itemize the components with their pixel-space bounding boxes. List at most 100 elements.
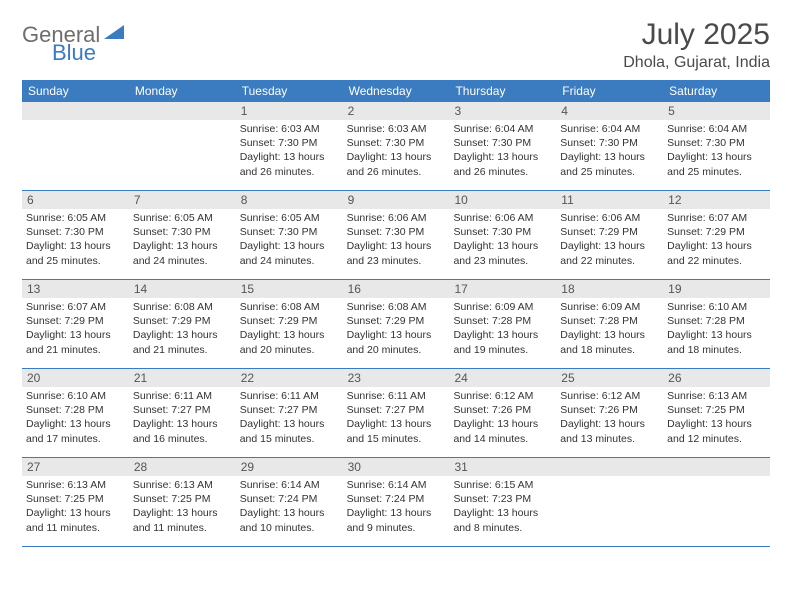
day-content: Sunrise: 6:04 AMSunset: 7:30 PMDaylight:… [663,120,770,181]
sunset-text: Sunset: 7:30 PM [347,136,446,150]
day-number: 4 [556,102,663,120]
sunrise-text: Sunrise: 6:03 AM [240,122,339,136]
day-content: Sunrise: 6:14 AMSunset: 7:24 PMDaylight:… [236,476,343,537]
sunrise-text: Sunrise: 6:08 AM [347,300,446,314]
day-cell: 14Sunrise: 6:08 AMSunset: 7:29 PMDayligh… [129,280,236,368]
day-content: Sunrise: 6:05 AMSunset: 7:30 PMDaylight:… [236,209,343,270]
day-cell: 3Sunrise: 6:04 AMSunset: 7:30 PMDaylight… [449,102,556,190]
day-cell: 2Sunrise: 6:03 AMSunset: 7:30 PMDaylight… [343,102,450,190]
sunrise-text: Sunrise: 6:11 AM [347,389,446,403]
day-number: 3 [449,102,556,120]
daylight-text: Daylight: 13 hours and 22 minutes. [560,239,659,267]
day-cell: 23Sunrise: 6:11 AMSunset: 7:27 PMDayligh… [343,369,450,457]
week-row: 20Sunrise: 6:10 AMSunset: 7:28 PMDayligh… [22,369,770,458]
day-cell: 26Sunrise: 6:13 AMSunset: 7:25 PMDayligh… [663,369,770,457]
empty-number-bar [663,458,770,476]
day-content: Sunrise: 6:06 AMSunset: 7:30 PMDaylight:… [449,209,556,270]
day-number: 11 [556,191,663,209]
day-cell: 29Sunrise: 6:14 AMSunset: 7:24 PMDayligh… [236,458,343,546]
sunrise-text: Sunrise: 6:09 AM [560,300,659,314]
day-content: Sunrise: 6:13 AMSunset: 7:25 PMDaylight:… [129,476,236,537]
day-number: 17 [449,280,556,298]
sunset-text: Sunset: 7:29 PM [667,225,766,239]
day-cell: 27Sunrise: 6:13 AMSunset: 7:25 PMDayligh… [22,458,129,546]
sunrise-text: Sunrise: 6:04 AM [560,122,659,136]
day-number: 1 [236,102,343,120]
sunset-text: Sunset: 7:29 PM [240,314,339,328]
empty-number-bar [22,102,129,120]
day-content: Sunrise: 6:13 AMSunset: 7:25 PMDaylight:… [663,387,770,448]
day-cell: 8Sunrise: 6:05 AMSunset: 7:30 PMDaylight… [236,191,343,279]
sunset-text: Sunset: 7:25 PM [26,492,125,506]
sunrise-text: Sunrise: 6:07 AM [667,211,766,225]
sunset-text: Sunset: 7:27 PM [240,403,339,417]
weekday-sunday: Sunday [22,80,129,102]
daylight-text: Daylight: 13 hours and 9 minutes. [347,506,446,534]
day-number: 9 [343,191,450,209]
daylight-text: Daylight: 13 hours and 10 minutes. [240,506,339,534]
day-number: 6 [22,191,129,209]
day-number: 5 [663,102,770,120]
day-cell: 11Sunrise: 6:06 AMSunset: 7:29 PMDayligh… [556,191,663,279]
daylight-text: Daylight: 13 hours and 13 minutes. [560,417,659,445]
sunset-text: Sunset: 7:28 PM [667,314,766,328]
daylight-text: Daylight: 13 hours and 24 minutes. [240,239,339,267]
daylight-text: Daylight: 13 hours and 17 minutes. [26,417,125,445]
sunset-text: Sunset: 7:30 PM [240,225,339,239]
day-number: 27 [22,458,129,476]
day-content: Sunrise: 6:10 AMSunset: 7:28 PMDaylight:… [22,387,129,448]
day-number: 19 [663,280,770,298]
empty-cell [556,458,663,546]
sunset-text: Sunset: 7:30 PM [667,136,766,150]
empty-cell [663,458,770,546]
day-cell: 13Sunrise: 6:07 AMSunset: 7:29 PMDayligh… [22,280,129,368]
day-cell: 20Sunrise: 6:10 AMSunset: 7:28 PMDayligh… [22,369,129,457]
day-number: 16 [343,280,450,298]
daylight-text: Daylight: 13 hours and 15 minutes. [347,417,446,445]
day-content: Sunrise: 6:03 AMSunset: 7:30 PMDaylight:… [343,120,450,181]
sunset-text: Sunset: 7:26 PM [560,403,659,417]
weekday-tuesday: Tuesday [236,80,343,102]
sunset-text: Sunset: 7:23 PM [453,492,552,506]
day-content: Sunrise: 6:14 AMSunset: 7:24 PMDaylight:… [343,476,450,537]
sunrise-text: Sunrise: 6:12 AM [453,389,552,403]
sunset-text: Sunset: 7:30 PM [453,225,552,239]
daylight-text: Daylight: 13 hours and 15 minutes. [240,417,339,445]
daylight-text: Daylight: 13 hours and 20 minutes. [347,328,446,356]
location-text: Dhola, Gujarat, India [623,54,770,72]
daylight-text: Daylight: 13 hours and 16 minutes. [133,417,232,445]
sunrise-text: Sunrise: 6:14 AM [240,478,339,492]
day-cell: 4Sunrise: 6:04 AMSunset: 7:30 PMDaylight… [556,102,663,190]
day-content: Sunrise: 6:10 AMSunset: 7:28 PMDaylight:… [663,298,770,359]
title-block: July 2025 Dhola, Gujarat, India [623,18,770,72]
day-content: Sunrise: 6:04 AMSunset: 7:30 PMDaylight:… [449,120,556,181]
logo-text-2: Blue [52,40,96,65]
day-number: 30 [343,458,450,476]
day-cell: 30Sunrise: 6:14 AMSunset: 7:24 PMDayligh… [343,458,450,546]
day-cell: 1Sunrise: 6:03 AMSunset: 7:30 PMDaylight… [236,102,343,190]
day-content: Sunrise: 6:06 AMSunset: 7:30 PMDaylight:… [343,209,450,270]
day-cell: 5Sunrise: 6:04 AMSunset: 7:30 PMDaylight… [663,102,770,190]
sunrise-text: Sunrise: 6:04 AM [667,122,766,136]
sunrise-text: Sunrise: 6:10 AM [26,389,125,403]
sunrise-text: Sunrise: 6:08 AM [240,300,339,314]
sunset-text: Sunset: 7:24 PM [347,492,446,506]
sunset-text: Sunset: 7:28 PM [453,314,552,328]
sunset-text: Sunset: 7:30 PM [240,136,339,150]
weekday-friday: Friday [556,80,663,102]
day-cell: 31Sunrise: 6:15 AMSunset: 7:23 PMDayligh… [449,458,556,546]
day-content: Sunrise: 6:13 AMSunset: 7:25 PMDaylight:… [22,476,129,537]
sunrise-text: Sunrise: 6:06 AM [560,211,659,225]
day-content: Sunrise: 6:05 AMSunset: 7:30 PMDaylight:… [22,209,129,270]
sunrise-text: Sunrise: 6:09 AM [453,300,552,314]
sunrise-text: Sunrise: 6:13 AM [667,389,766,403]
sunset-text: Sunset: 7:30 PM [453,136,552,150]
sunset-text: Sunset: 7:25 PM [133,492,232,506]
sunrise-text: Sunrise: 6:06 AM [453,211,552,225]
day-number: 28 [129,458,236,476]
day-number: 26 [663,369,770,387]
day-number: 29 [236,458,343,476]
day-cell: 15Sunrise: 6:08 AMSunset: 7:29 PMDayligh… [236,280,343,368]
sunrise-text: Sunrise: 6:07 AM [26,300,125,314]
daylight-text: Daylight: 13 hours and 11 minutes. [133,506,232,534]
